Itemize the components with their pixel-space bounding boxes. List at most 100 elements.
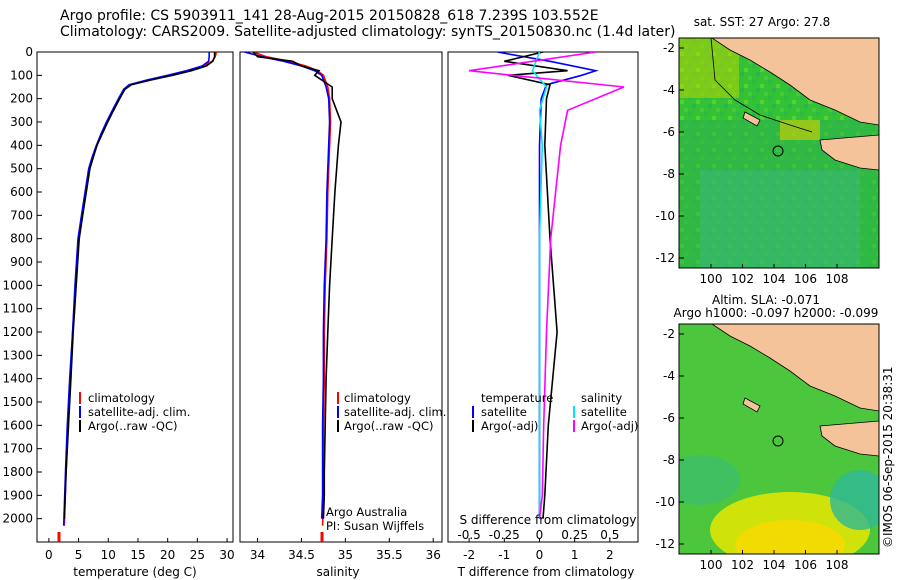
x-tick-label: 1	[571, 548, 579, 562]
x-tick-label: 30	[219, 548, 234, 562]
sla-map-title-1: Altim. SLA: -0.071	[712, 293, 820, 307]
legend-label-s-argo: Argo(-adj)	[581, 419, 638, 433]
temperature-panel: 0 100 200 300 400 500 600 700 800 900 1000 1100 1200…	[2, 45, 452, 579]
legend-label-climatology: climatology	[88, 391, 155, 405]
sumatra-land	[711, 324, 879, 412]
x-tick-label: 20	[160, 548, 175, 562]
temperature-axes-frame	[36, 51, 234, 543]
x-tick-label: 2	[606, 548, 614, 562]
x-tick-label: 10	[101, 548, 116, 562]
x-tick-label: 0	[536, 548, 544, 562]
lat-tick-label: -10	[655, 209, 675, 223]
legend-label-s-satellite: satellite	[581, 405, 627, 419]
lat-tick-label: -12	[655, 537, 675, 551]
lon-tick-label: 100	[700, 272, 723, 286]
depth-tick-label: 700	[10, 208, 33, 222]
legend-label-argo: Argo(..raw -QC)	[344, 419, 434, 433]
depth-tick-label: 1100	[2, 302, 33, 316]
legend-label-argo: Argo(..raw -QC)	[88, 419, 178, 433]
lat-tick-label: -8	[663, 167, 675, 181]
depth-axis: 0 100 200 300 400 500 600 700 800 900 1000 1100 1200…	[2, 45, 452, 526]
legend-label-t-argo: Argo(-adj)	[481, 419, 538, 433]
temperature-xlabel: temperature (deg C)	[73, 565, 196, 579]
imos-footer: ©IMOS 06-Sep-2015 20:38:31	[881, 366, 895, 548]
x-tick-label: 35	[338, 548, 353, 562]
sst-map-axes: -2 -4 -6 -8 -10 -12 100 102 104 106 108	[655, 41, 848, 286]
sla-map: Altim. SLA: -0.071 Argo h1000: -0.097 h2…	[655, 293, 880, 572]
depth-tick-label: 200	[10, 92, 33, 106]
x-tick-label: 35.5	[376, 548, 403, 562]
title-line-1: Argo profile: CS 5903911_141 28-Aug-2015…	[60, 8, 599, 24]
salinity-legend: climatology satellite-adj. clim. Argo(..…	[337, 391, 446, 433]
temperature-x-axis: 0 5 10 15 20 25 30	[45, 538, 235, 562]
lon-tick-label: 100	[700, 558, 723, 572]
s-tick-label: 0.25	[561, 528, 588, 542]
difference-panel: -2 -1 0 1 2 -0.5 -0.25 0 0.25 0.5 S difference f…	[447, 51, 639, 579]
depth-tick-label: 800	[10, 232, 33, 246]
series-line-argo-raw-qc-	[252, 52, 342, 519]
java-land	[819, 420, 879, 457]
java-land	[819, 134, 879, 171]
depth-tick-label: 900	[10, 255, 33, 269]
lat-tick-label: -4	[663, 369, 675, 383]
credit-argo-australia: Argo Australia	[326, 505, 407, 519]
x-tick-label: 15	[130, 548, 145, 562]
lon-tick-label: 104	[763, 558, 786, 572]
salinity-xlabel: salinity	[316, 565, 359, 579]
argo-position-marker	[772, 145, 784, 157]
x-tick-label: 34	[250, 548, 265, 562]
lat-tick-label: -4	[663, 83, 675, 97]
lon-tick-label: 108	[826, 272, 849, 286]
legend-label-t-satellite: satellite	[481, 405, 527, 419]
lon-tick-label: 106	[794, 558, 817, 572]
depth-tick-label: 1600	[2, 418, 33, 432]
x-tick-label: 25	[190, 548, 205, 562]
legend-title-salinity: salinity	[581, 391, 622, 405]
difference-lines	[468, 52, 625, 519]
depth-tick-label: 1200	[2, 325, 33, 339]
salinity-x-axis: 34 34.5 35 35.5 36	[250, 538, 441, 562]
sla-map-axes: -2 -4 -6 -8 -10 -12 100 102 104 106 108	[655, 327, 848, 572]
salinity-lines	[244, 52, 342, 542]
argo-position-marker	[772, 435, 784, 447]
sst-map: sat. SST: 27 Argo: 27.8 -2 -4 -6 -8 -10 -12 10…	[655, 15, 880, 286]
lon-tick-label: 104	[763, 272, 786, 286]
x-tick-label: 36	[426, 548, 441, 562]
lat-tick-label: -10	[655, 495, 675, 509]
depth-tick-label: 300	[10, 115, 33, 129]
salinity-panel: 34 34.5 35 35.5 36 salinity climatology sate…	[239, 51, 446, 579]
lat-tick-label: -2	[663, 41, 675, 55]
x-tick-label: -2	[463, 548, 475, 562]
s-difference-axis: -0.5 -0.25 0 0.25 0.5	[457, 528, 619, 542]
legend-label-climatology: climatology	[344, 391, 411, 405]
depth-tick-label: 1700	[2, 442, 33, 456]
lat-tick-label: -8	[663, 453, 675, 467]
depth-tick-label: 2000	[2, 512, 33, 526]
s-tick-label: 0.5	[600, 528, 619, 542]
s-tick-label: -0.5	[457, 528, 480, 542]
series-line-argo-raw-qc-	[63, 52, 216, 519]
temperature-legend: climatology satellite-adj. clim. Argo(..…	[79, 391, 190, 433]
t-difference-xlabel: T difference from climatology	[457, 565, 635, 579]
credit-pi: PI: Susan Wijffels	[326, 519, 424, 533]
s-difference-label: S difference from climatology	[460, 513, 637, 527]
legend-title-temperature: temperature	[481, 391, 553, 405]
depth-tick-label: 1000	[2, 278, 33, 292]
depth-tick-label: 1300	[2, 348, 33, 362]
s-tick-label: -0.25	[489, 528, 520, 542]
salinity-axes-frame	[239, 51, 443, 543]
series-line-argo-adj-s	[468, 52, 625, 519]
depth-tick-label: 600	[10, 185, 33, 199]
difference-legend: temperature salinity satellite Argo(-adj…	[472, 391, 638, 433]
depth-tick-label: 500	[10, 162, 33, 176]
x-tick-label: -1	[498, 548, 510, 562]
sla-map-frame	[678, 323, 880, 555]
series-line-argo-adj-	[504, 52, 568, 519]
x-tick-label: 0	[45, 548, 53, 562]
lat-tick-label: -6	[663, 411, 675, 425]
lon-tick-label: 108	[826, 558, 849, 572]
lat-tick-label: -12	[655, 251, 675, 265]
depth-tick-label: 100	[10, 68, 33, 82]
depth-tick-label: 400	[10, 138, 33, 152]
